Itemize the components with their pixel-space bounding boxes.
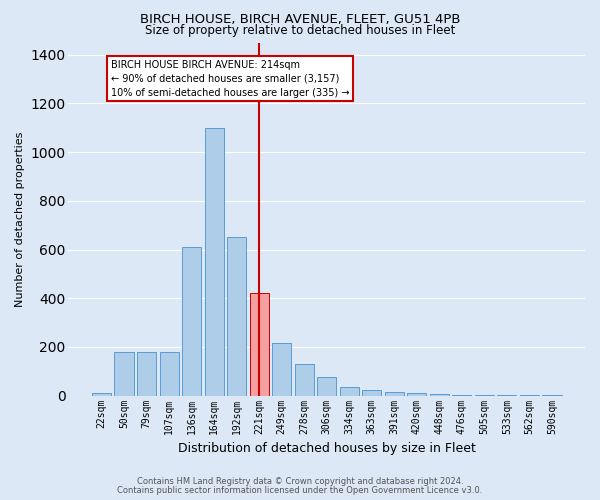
Y-axis label: Number of detached properties: Number of detached properties [15,132,25,307]
Text: BIRCH HOUSE BIRCH AVENUE: 214sqm
← 90% of detached houses are smaller (3,157)
10: BIRCH HOUSE BIRCH AVENUE: 214sqm ← 90% o… [110,60,349,98]
Text: Contains public sector information licensed under the Open Government Licence v3: Contains public sector information licen… [118,486,482,495]
Bar [430,394,449,396]
Text: Contains HM Land Registry data © Crown copyright and database right 2024.: Contains HM Land Registry data © Crown c… [137,477,463,486]
Bar [160,352,179,396]
Bar [362,390,382,396]
Bar [137,352,156,396]
Bar [385,392,404,396]
Bar [115,352,134,396]
Bar [250,294,269,396]
Text: BIRCH HOUSE, BIRCH AVENUE, FLEET, GU51 4PB: BIRCH HOUSE, BIRCH AVENUE, FLEET, GU51 4… [140,12,460,26]
X-axis label: Distribution of detached houses by size in Fleet: Distribution of detached houses by size … [178,442,476,455]
Bar [407,393,427,396]
Bar [317,378,337,396]
Bar [182,247,201,396]
Bar [227,238,246,396]
Bar [475,395,494,396]
Bar [272,344,291,396]
Bar [340,387,359,396]
Bar [452,394,472,396]
Text: Size of property relative to detached houses in Fleet: Size of property relative to detached ho… [145,24,455,37]
Bar [92,393,111,396]
Bar [295,364,314,396]
Bar [205,128,224,396]
